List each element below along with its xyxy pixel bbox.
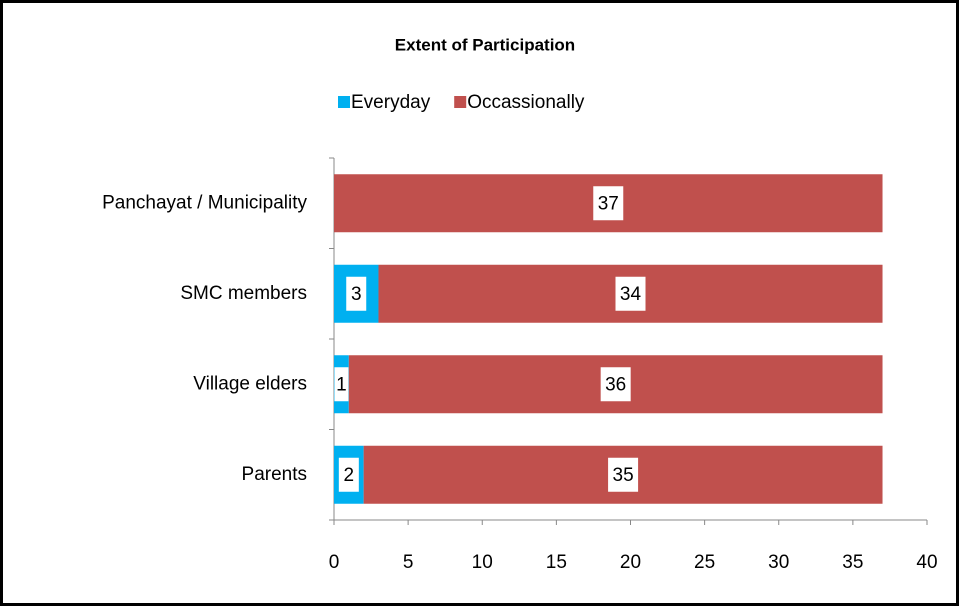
data-label: 2	[344, 465, 355, 486]
x-tick-label: 40	[916, 552, 937, 573]
legend-swatch	[454, 96, 467, 108]
x-tick-label: 5	[403, 552, 414, 573]
data-label: 35	[613, 465, 634, 486]
data-label: 3	[351, 284, 362, 305]
y-tick-label: Parents	[242, 464, 307, 485]
data-label: 37	[598, 193, 619, 214]
y-tick-label: Village elders	[193, 373, 307, 394]
x-tick-label: 10	[472, 552, 493, 573]
x-tick-label: 15	[546, 552, 567, 573]
data-label: 34	[620, 284, 642, 305]
chart-title: Extent of Participation	[395, 35, 575, 54]
data-label-box	[600, 367, 631, 402]
legend-swatch	[338, 96, 350, 108]
legend-label: Everyday	[351, 92, 431, 113]
legend-label: Occassionally	[467, 92, 585, 113]
data-label-box	[346, 276, 367, 311]
x-tick-label: 30	[768, 552, 789, 573]
data-label-box	[615, 276, 646, 311]
x-tick-label: 35	[842, 552, 863, 573]
x-tick-label: 0	[329, 552, 340, 573]
y-tick-label: Panchayat / Municipality	[102, 192, 307, 213]
y-tick-label: SMC members	[180, 283, 307, 304]
data-label-box	[608, 457, 639, 492]
data-label-box	[593, 186, 624, 221]
data-label-box	[334, 367, 349, 402]
data-label: 1	[336, 374, 347, 395]
data-label: 36	[605, 374, 626, 395]
x-tick-label: 20	[620, 552, 641, 573]
x-tick-label: 25	[694, 552, 715, 573]
data-label-box	[338, 457, 359, 492]
